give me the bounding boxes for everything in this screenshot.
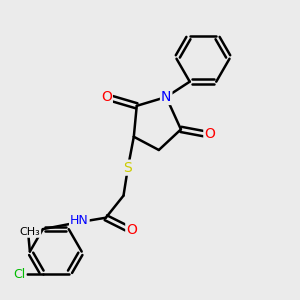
- Text: CH₃: CH₃: [20, 227, 40, 237]
- Text: O: O: [204, 127, 215, 141]
- Text: O: O: [126, 223, 137, 236]
- Text: N: N: [161, 90, 171, 104]
- Text: S: S: [124, 161, 132, 175]
- Text: HN: HN: [70, 214, 89, 227]
- Text: O: O: [101, 90, 112, 104]
- Text: Cl: Cl: [13, 268, 26, 281]
